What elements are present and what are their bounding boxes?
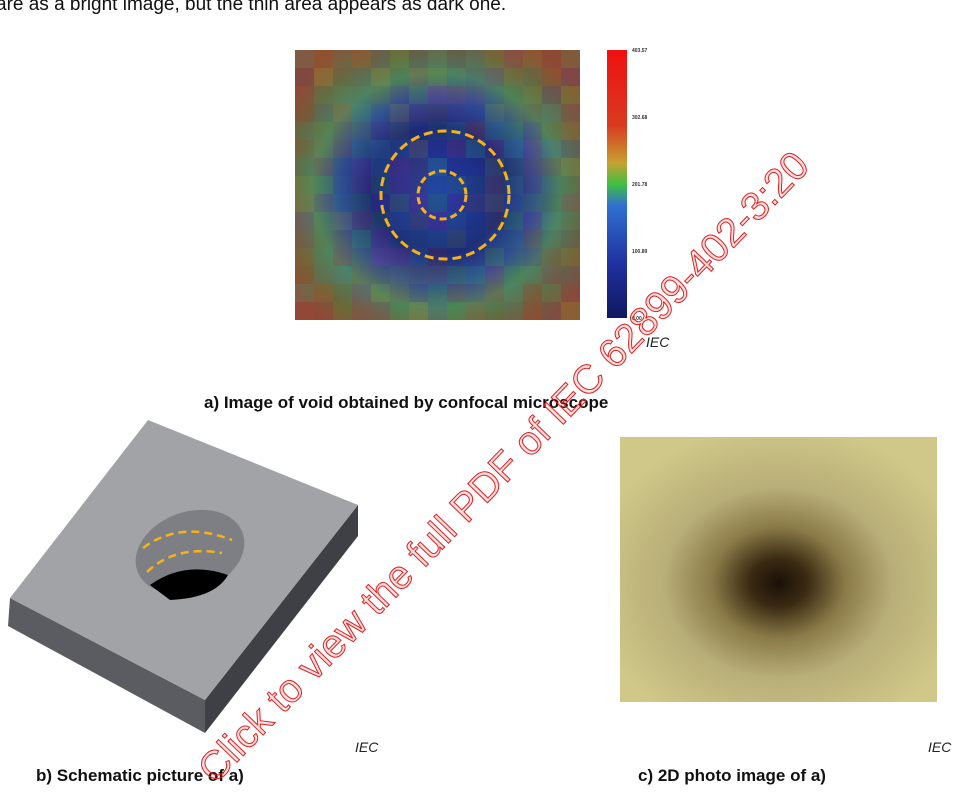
- source-label: IEC: [646, 334, 670, 350]
- colorbar-label: 100.89: [632, 249, 648, 255]
- colorbar-label: 0.00: [632, 316, 642, 322]
- colorbar-label: 403.57: [632, 48, 648, 54]
- caption: c) 2D photo image of a): [638, 766, 826, 785]
- source-label: IEC: [928, 739, 952, 755]
- source-label: IEC: [355, 739, 379, 755]
- photo-image: [620, 437, 937, 702]
- colorbar-label: 302.68: [632, 115, 648, 121]
- colorbar-label: 201.78: [632, 182, 648, 188]
- body-text: are as a bright image, but the thin area…: [0, 0, 506, 15]
- microscope-image: [295, 50, 580, 320]
- caption: a) Image of void obtained by confocal mi…: [204, 393, 608, 412]
- colorbar: [607, 50, 627, 318]
- schematic: [8, 420, 358, 733]
- caption: b) Schematic picture of a): [36, 766, 244, 785]
